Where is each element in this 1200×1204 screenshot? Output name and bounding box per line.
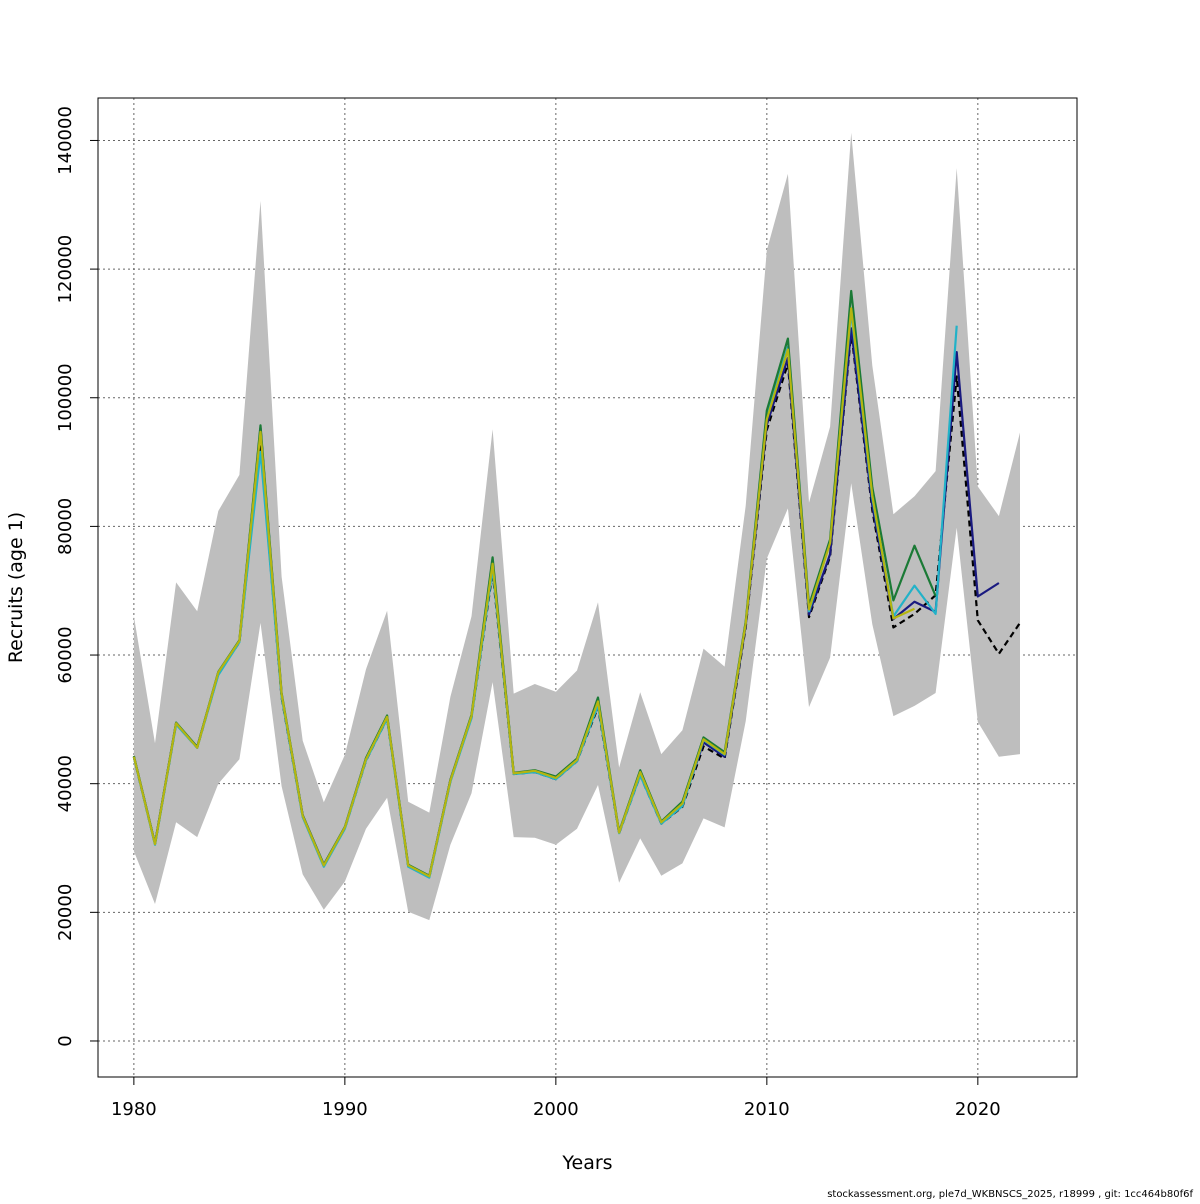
y-axis: 0 20000 40000 60000 80000 100000 120000 140000 <box>55 106 98 1047</box>
y-tick-label: 120000 <box>55 235 76 304</box>
x-tick-label: 1980 <box>111 1099 157 1120</box>
x-tick-label: 1990 <box>322 1099 368 1120</box>
y-tick-label: 100000 <box>55 363 76 432</box>
x-tick-label: 2000 <box>533 1099 579 1120</box>
confidence-band <box>133 132 1020 921</box>
y-tick-label: 0 <box>55 1035 76 1046</box>
y-tick-label: 40000 <box>55 755 76 812</box>
x-axis-title: Years <box>561 1152 612 1174</box>
footer-credit: stockassessment.org, ple7d_WKBNSCS_2025,… <box>827 1189 1193 1200</box>
series-line-4 <box>132 307 915 878</box>
plot-frame <box>97 97 1078 1078</box>
x-axis: 1980 1990 2000 2010 2020 <box>111 1077 1001 1120</box>
y-tick-label: 60000 <box>55 626 76 683</box>
confidence-band-layer <box>133 132 1020 921</box>
y-tick-label: 20000 <box>55 884 76 941</box>
y-tick-label: 140000 <box>55 106 76 175</box>
x-tick-label: 2010 <box>744 1099 790 1120</box>
x-tick-label: 2020 <box>955 1099 1001 1120</box>
y-tick-label: 80000 <box>55 498 76 555</box>
series-layer <box>132 289 1021 879</box>
y-axis-title: Recruits (age 1) <box>5 512 27 663</box>
